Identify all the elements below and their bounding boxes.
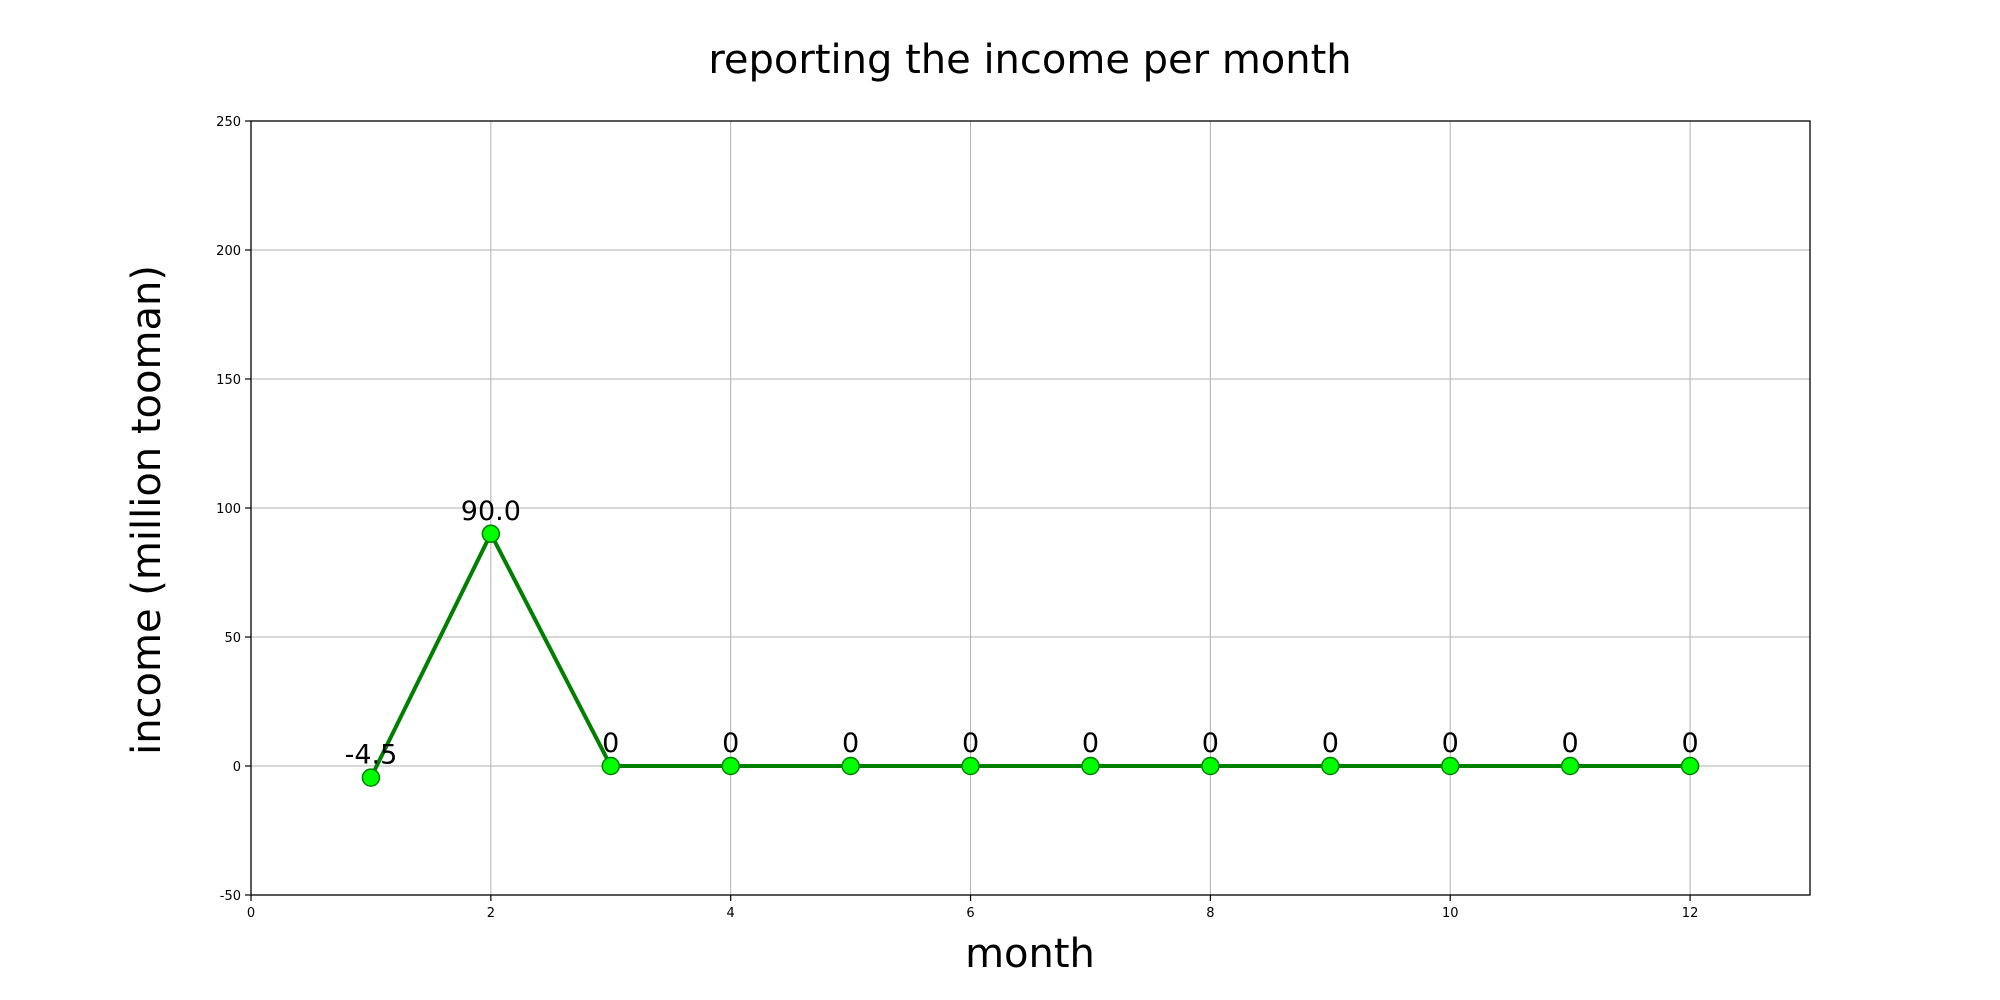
data-point [1321,756,1340,776]
axis-ticks: 0 2 4 6 8 10 12 -50 0 50 100 150 200 250 [216,115,1698,921]
data-point [1560,756,1580,776]
y-tick-label: 50 [224,631,241,646]
y-tick-label: 150 [216,373,241,388]
y-tick-label: -50 [220,889,241,904]
y-axis-label: income (million tooman) [124,265,170,755]
data-point [841,756,860,776]
data-label: 0 [722,728,739,759]
series-line [369,531,1691,779]
data-label: 0 [1202,728,1219,759]
data-point [1201,756,1220,776]
data-label: 0 [1562,728,1579,759]
x-tick-label: 6 [966,906,974,921]
y-tick-label: 100 [216,502,241,517]
data-point [961,756,980,776]
chart-title: reporting the income per month [708,37,1351,83]
series-income [361,524,1700,787]
x-axis-label: month [965,931,1095,977]
data-label: 0 [1681,728,1698,759]
data-point [601,756,621,776]
x-tick-label: 10 [1442,906,1459,921]
data-point [481,524,501,544]
data-labels: -4.5 90.0 0 0 0 0 0 0 0 0 0 0 [345,496,1699,771]
data-point [361,768,381,787]
x-tick-label: 2 [487,906,495,921]
data-label: 0 [842,728,859,759]
data-label: 0 [602,728,619,759]
data-label: 0 [1442,728,1459,759]
data-label: 0 [962,728,979,759]
y-tick-label: 250 [216,115,241,130]
data-label: 0 [1322,728,1339,759]
data-point [1680,756,1700,776]
data-label: 0 [1082,728,1099,759]
x-tick-label: 4 [727,906,735,921]
data-label: 90.0 [461,496,521,527]
data-point [721,756,740,776]
y-tick-label: 0 [233,760,241,775]
x-tick-label: 0 [247,906,255,921]
x-tick-label: 12 [1682,906,1699,921]
data-label: -4.5 [345,740,398,771]
data-point [1440,756,1460,776]
data-point [1081,756,1100,776]
x-tick-label: 8 [1206,906,1214,921]
y-tick-label: 200 [216,244,241,259]
